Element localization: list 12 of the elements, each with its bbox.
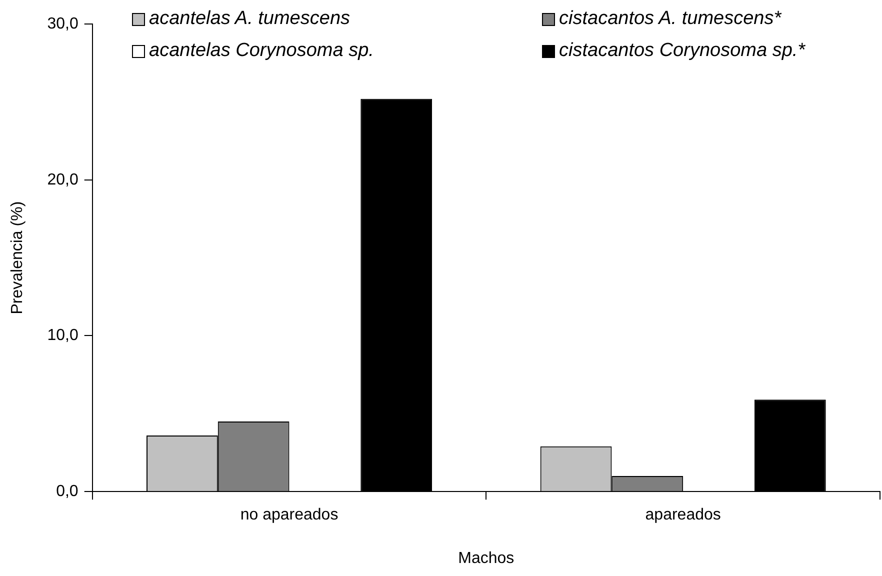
y-tick-label: 20,0 bbox=[47, 171, 78, 188]
x-axis-title: Machos bbox=[458, 550, 514, 567]
y-tick-label: 30,0 bbox=[47, 15, 78, 32]
y-tick-label: 10,0 bbox=[47, 327, 78, 344]
legend-label: acantelas A. tumescens bbox=[149, 8, 350, 30]
y-axis-title: Prevalencia (%) bbox=[9, 201, 26, 314]
x-tick-label: no apareados bbox=[240, 506, 338, 524]
y-tick-label: 0,0 bbox=[56, 483, 78, 500]
legend-label: cistacantos A. tumescens* bbox=[559, 8, 782, 30]
legend-label: acantelas Corynosoma sp. bbox=[149, 40, 374, 62]
legend-label: cistacantos Corynosoma sp.* bbox=[559, 40, 806, 62]
x-tick-label: apareados bbox=[645, 506, 721, 524]
